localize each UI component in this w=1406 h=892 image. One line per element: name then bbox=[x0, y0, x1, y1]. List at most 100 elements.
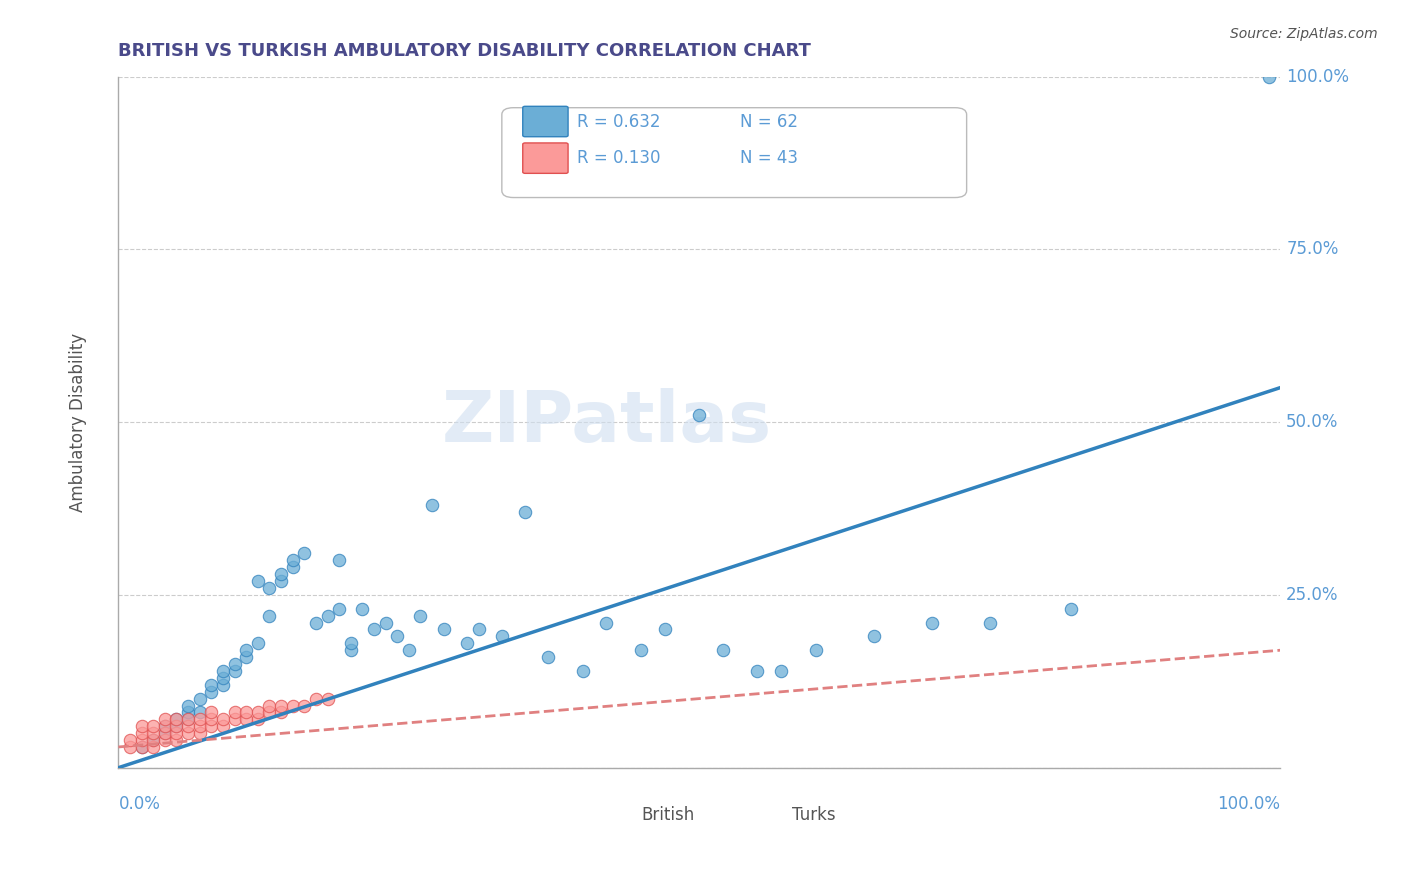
Point bbox=[339, 643, 361, 657]
Point bbox=[235, 650, 257, 665]
Point bbox=[316, 691, 339, 706]
Point bbox=[491, 629, 513, 643]
Point bbox=[131, 739, 153, 754]
Point bbox=[153, 726, 176, 740]
Point bbox=[804, 643, 827, 657]
Point bbox=[200, 712, 222, 726]
Point bbox=[281, 553, 304, 567]
Point bbox=[153, 712, 176, 726]
Point bbox=[747, 664, 769, 678]
Point bbox=[270, 574, 292, 588]
Text: 25.0%: 25.0% bbox=[1286, 586, 1339, 604]
Point bbox=[118, 733, 141, 747]
Point bbox=[166, 719, 188, 733]
Point bbox=[224, 706, 246, 720]
Point bbox=[188, 726, 211, 740]
Point bbox=[654, 623, 676, 637]
Point bbox=[467, 623, 489, 637]
Text: Ambulatory Disability: Ambulatory Disability bbox=[69, 333, 87, 512]
Point bbox=[259, 706, 281, 720]
Text: Turks: Turks bbox=[793, 805, 837, 823]
Point bbox=[270, 567, 292, 582]
Point bbox=[200, 719, 222, 733]
Point bbox=[862, 629, 884, 643]
Point bbox=[281, 698, 304, 713]
Point bbox=[456, 636, 478, 650]
Point bbox=[259, 581, 281, 595]
Text: 0.0%: 0.0% bbox=[118, 796, 160, 814]
Point bbox=[212, 671, 235, 685]
Point bbox=[281, 560, 304, 574]
Point bbox=[177, 706, 200, 720]
Point bbox=[212, 719, 235, 733]
Point bbox=[420, 498, 443, 512]
Text: 50.0%: 50.0% bbox=[1286, 413, 1339, 431]
Point bbox=[177, 726, 200, 740]
Text: 75.0%: 75.0% bbox=[1286, 240, 1339, 259]
Point bbox=[595, 615, 617, 630]
Point bbox=[339, 636, 361, 650]
Text: BRITISH VS TURKISH AMBULATORY DISABILITY CORRELATION CHART: BRITISH VS TURKISH AMBULATORY DISABILITY… bbox=[118, 42, 811, 60]
Point bbox=[259, 608, 281, 623]
Point bbox=[235, 706, 257, 720]
Point bbox=[153, 719, 176, 733]
Point bbox=[177, 712, 200, 726]
Point bbox=[142, 733, 165, 747]
Point bbox=[166, 726, 188, 740]
Point bbox=[177, 712, 200, 726]
Point bbox=[572, 664, 595, 678]
FancyBboxPatch shape bbox=[592, 794, 626, 819]
Point bbox=[131, 733, 153, 747]
Text: R = 0.632: R = 0.632 bbox=[578, 112, 661, 130]
Text: Source: ZipAtlas.com: Source: ZipAtlas.com bbox=[1230, 27, 1378, 41]
Point bbox=[711, 643, 734, 657]
Point bbox=[166, 712, 188, 726]
FancyBboxPatch shape bbox=[749, 794, 783, 819]
Point bbox=[224, 712, 246, 726]
Text: 100.0%: 100.0% bbox=[1286, 68, 1350, 86]
Point bbox=[153, 726, 176, 740]
Point bbox=[1060, 601, 1083, 615]
Point bbox=[177, 719, 200, 733]
Text: ZIPatlas: ZIPatlas bbox=[441, 388, 772, 457]
Point bbox=[142, 739, 165, 754]
Point bbox=[630, 643, 652, 657]
Point bbox=[921, 615, 943, 630]
Point bbox=[270, 698, 292, 713]
Point bbox=[246, 706, 269, 720]
Point bbox=[259, 698, 281, 713]
Point bbox=[513, 505, 536, 519]
Point bbox=[166, 733, 188, 747]
Point bbox=[142, 733, 165, 747]
Point bbox=[131, 726, 153, 740]
Point bbox=[305, 691, 328, 706]
Point bbox=[224, 664, 246, 678]
Point bbox=[1257, 70, 1279, 84]
Point bbox=[409, 608, 432, 623]
Point bbox=[292, 546, 315, 560]
Point bbox=[688, 409, 710, 423]
Point bbox=[246, 712, 269, 726]
Point bbox=[305, 615, 328, 630]
Point bbox=[352, 601, 374, 615]
Point bbox=[316, 608, 339, 623]
Point bbox=[769, 664, 792, 678]
Point bbox=[246, 574, 269, 588]
Point bbox=[188, 706, 211, 720]
Point bbox=[131, 719, 153, 733]
Text: R = 0.130: R = 0.130 bbox=[578, 149, 661, 167]
Point bbox=[131, 739, 153, 754]
Point bbox=[212, 664, 235, 678]
FancyBboxPatch shape bbox=[523, 106, 568, 136]
Point bbox=[292, 698, 315, 713]
FancyBboxPatch shape bbox=[502, 108, 967, 197]
Text: N = 43: N = 43 bbox=[740, 149, 799, 167]
Point bbox=[212, 712, 235, 726]
Point bbox=[212, 678, 235, 692]
Point bbox=[235, 643, 257, 657]
Point bbox=[537, 650, 560, 665]
Point bbox=[200, 684, 222, 698]
Point bbox=[387, 629, 409, 643]
Point bbox=[166, 719, 188, 733]
Point bbox=[328, 553, 350, 567]
